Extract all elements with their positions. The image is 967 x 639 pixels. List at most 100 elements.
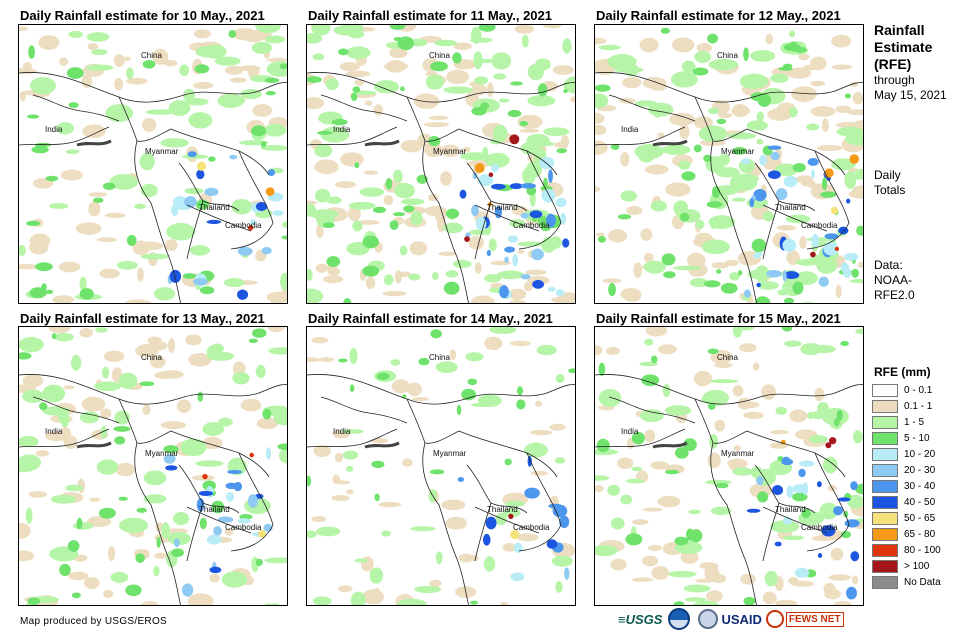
legend-label: 30 - 40 [904, 480, 936, 492]
totals-line: Daily [874, 168, 901, 182]
label-india: India [45, 427, 63, 436]
label-india: India [333, 125, 351, 134]
legend-item: No Data [872, 574, 941, 590]
label-thailand: Thailand [199, 203, 230, 212]
label-thailand: Thailand [487, 505, 518, 514]
label-china: China [141, 353, 162, 362]
label-myanmar: Myanmar [721, 147, 755, 156]
rainfall-map-4: China India Myanmar Thailand Cambodia [18, 326, 288, 606]
logo-bar: ≡USGS USAID FEWS NET [618, 608, 844, 630]
data-line: NOAA- [874, 273, 913, 287]
legend-swatch [872, 447, 898, 461]
legend-label: 5 - 10 [904, 432, 930, 444]
legend-label: 10 - 20 [904, 448, 936, 460]
label-cambodia: Cambodia [513, 221, 550, 230]
legend-item: 1 - 5 [872, 414, 941, 430]
legend-item: 65 - 80 [872, 526, 941, 542]
label-myanmar: Myanmar [145, 147, 179, 156]
label-thailand: Thailand [487, 203, 518, 212]
map-canvas [595, 27, 863, 303]
sidebar-totals: Daily Totals [874, 168, 905, 198]
label-cambodia: Cambodia [801, 221, 838, 230]
legend: 0 - 0.1 0.1 - 1 1 - 5 5 - 10 10 - 20 20 - 30 3… [872, 382, 941, 590]
label-myanmar: Myanmar [433, 147, 467, 156]
legend-label: No Data [904, 576, 941, 588]
legend-item: 0 - 0.1 [872, 382, 941, 398]
rainfall-map-6: China India Myanmar Thailand Cambodia [594, 326, 864, 606]
legend-swatch [872, 543, 898, 557]
sidebar-data-source: Data: NOAA- RFE2.0 [874, 258, 915, 303]
label-china: China [141, 51, 162, 60]
label-cambodia: Cambodia [225, 523, 262, 532]
through-date: May 15, 2021 [874, 88, 947, 102]
rainfall-map-1: China India Myanmar Thailand Cambodia [18, 24, 288, 304]
legend-swatch [872, 527, 898, 541]
map-canvas [595, 327, 863, 605]
panel-title-4: Daily Rainfall estimate for 13 May., 202… [20, 311, 265, 326]
legend-label: 65 - 80 [904, 528, 936, 540]
label-china: China [429, 51, 450, 60]
legend-label: 40 - 50 [904, 496, 936, 508]
rainfall-map-2: China India Myanmar Thailand Cambodia [306, 24, 576, 304]
title-line: Rainfall [874, 22, 925, 38]
panel-title-5: Daily Rainfall estimate for 14 May., 202… [308, 311, 553, 326]
legend-swatch [872, 415, 898, 429]
data-line: RFE2.0 [874, 288, 915, 302]
sidebar-title: Rainfall Estimate (RFE) through May 15, … [874, 22, 947, 103]
legend-item: 0.1 - 1 [872, 398, 941, 414]
map-canvas [307, 25, 575, 303]
legend-item: 30 - 40 [872, 478, 941, 494]
label-china: China [717, 353, 738, 362]
legend-label: 0 - 0.1 [904, 384, 933, 396]
noaa-logo-icon [668, 608, 691, 630]
rainfall-map-3: China India Myanmar Thailand Cambodia [594, 24, 864, 304]
label-china: China [717, 51, 738, 60]
usaid-logo: USAID [721, 611, 762, 627]
legend-swatch [872, 575, 898, 589]
legend-item: > 100 [872, 558, 941, 574]
label-myanmar: Myanmar [721, 449, 755, 458]
rainfall-map-5: China India Myanmar Thailand Cambodia [306, 326, 576, 606]
label-myanmar: Myanmar [145, 449, 179, 458]
label-thailand: Thailand [775, 203, 806, 212]
title-line: Estimate [874, 39, 933, 55]
fewsnet-logo: FEWS NET [785, 611, 844, 627]
legend-swatch [872, 479, 898, 493]
legend-label: 0.1 - 1 [904, 400, 933, 412]
panel-title-1: Daily Rainfall estimate for 10 May., 202… [20, 8, 265, 23]
label-china: China [429, 353, 450, 362]
label-india: India [45, 125, 63, 134]
label-cambodia: Cambodia [225, 221, 262, 230]
legend-item: 40 - 50 [872, 494, 941, 510]
legend-label: > 100 [904, 560, 930, 572]
usgs-logo: ≡USGS [618, 611, 663, 627]
usaid-seal-icon [698, 609, 719, 629]
legend-title: RFE (mm) [874, 365, 931, 379]
legend-swatch [872, 495, 898, 509]
legend-swatch [872, 463, 898, 477]
label-myanmar: Myanmar [433, 449, 467, 458]
legend-swatch [872, 383, 898, 397]
legend-swatch [872, 511, 898, 525]
panel-title-2: Daily Rainfall estimate for 11 May., 202… [308, 8, 552, 23]
label-cambodia: Cambodia [801, 523, 838, 532]
title-line: (RFE) [874, 56, 912, 72]
legend-label: 1 - 5 [904, 416, 925, 428]
legend-item: 20 - 30 [872, 462, 941, 478]
label-thailand: Thailand [199, 505, 230, 514]
totals-line: Totals [874, 183, 906, 197]
map-canvas [19, 327, 287, 605]
through-label: through [874, 73, 915, 87]
legend-label: 50 - 65 [904, 512, 936, 524]
credit-text: Map produced by USGS/EROS [20, 616, 168, 627]
map-canvas [19, 25, 287, 303]
legend-item: 80 - 100 [872, 542, 941, 558]
legend-swatch [872, 399, 898, 413]
label-india: India [333, 427, 351, 436]
label-cambodia: Cambodia [513, 523, 550, 532]
legend-item: 50 - 65 [872, 510, 941, 526]
panel-title-6: Daily Rainfall estimate for 15 May., 202… [596, 311, 841, 326]
legend-swatch [872, 431, 898, 445]
panel-title-3: Daily Rainfall estimate for 12 May., 202… [596, 8, 841, 23]
legend-label: 20 - 30 [904, 464, 936, 476]
